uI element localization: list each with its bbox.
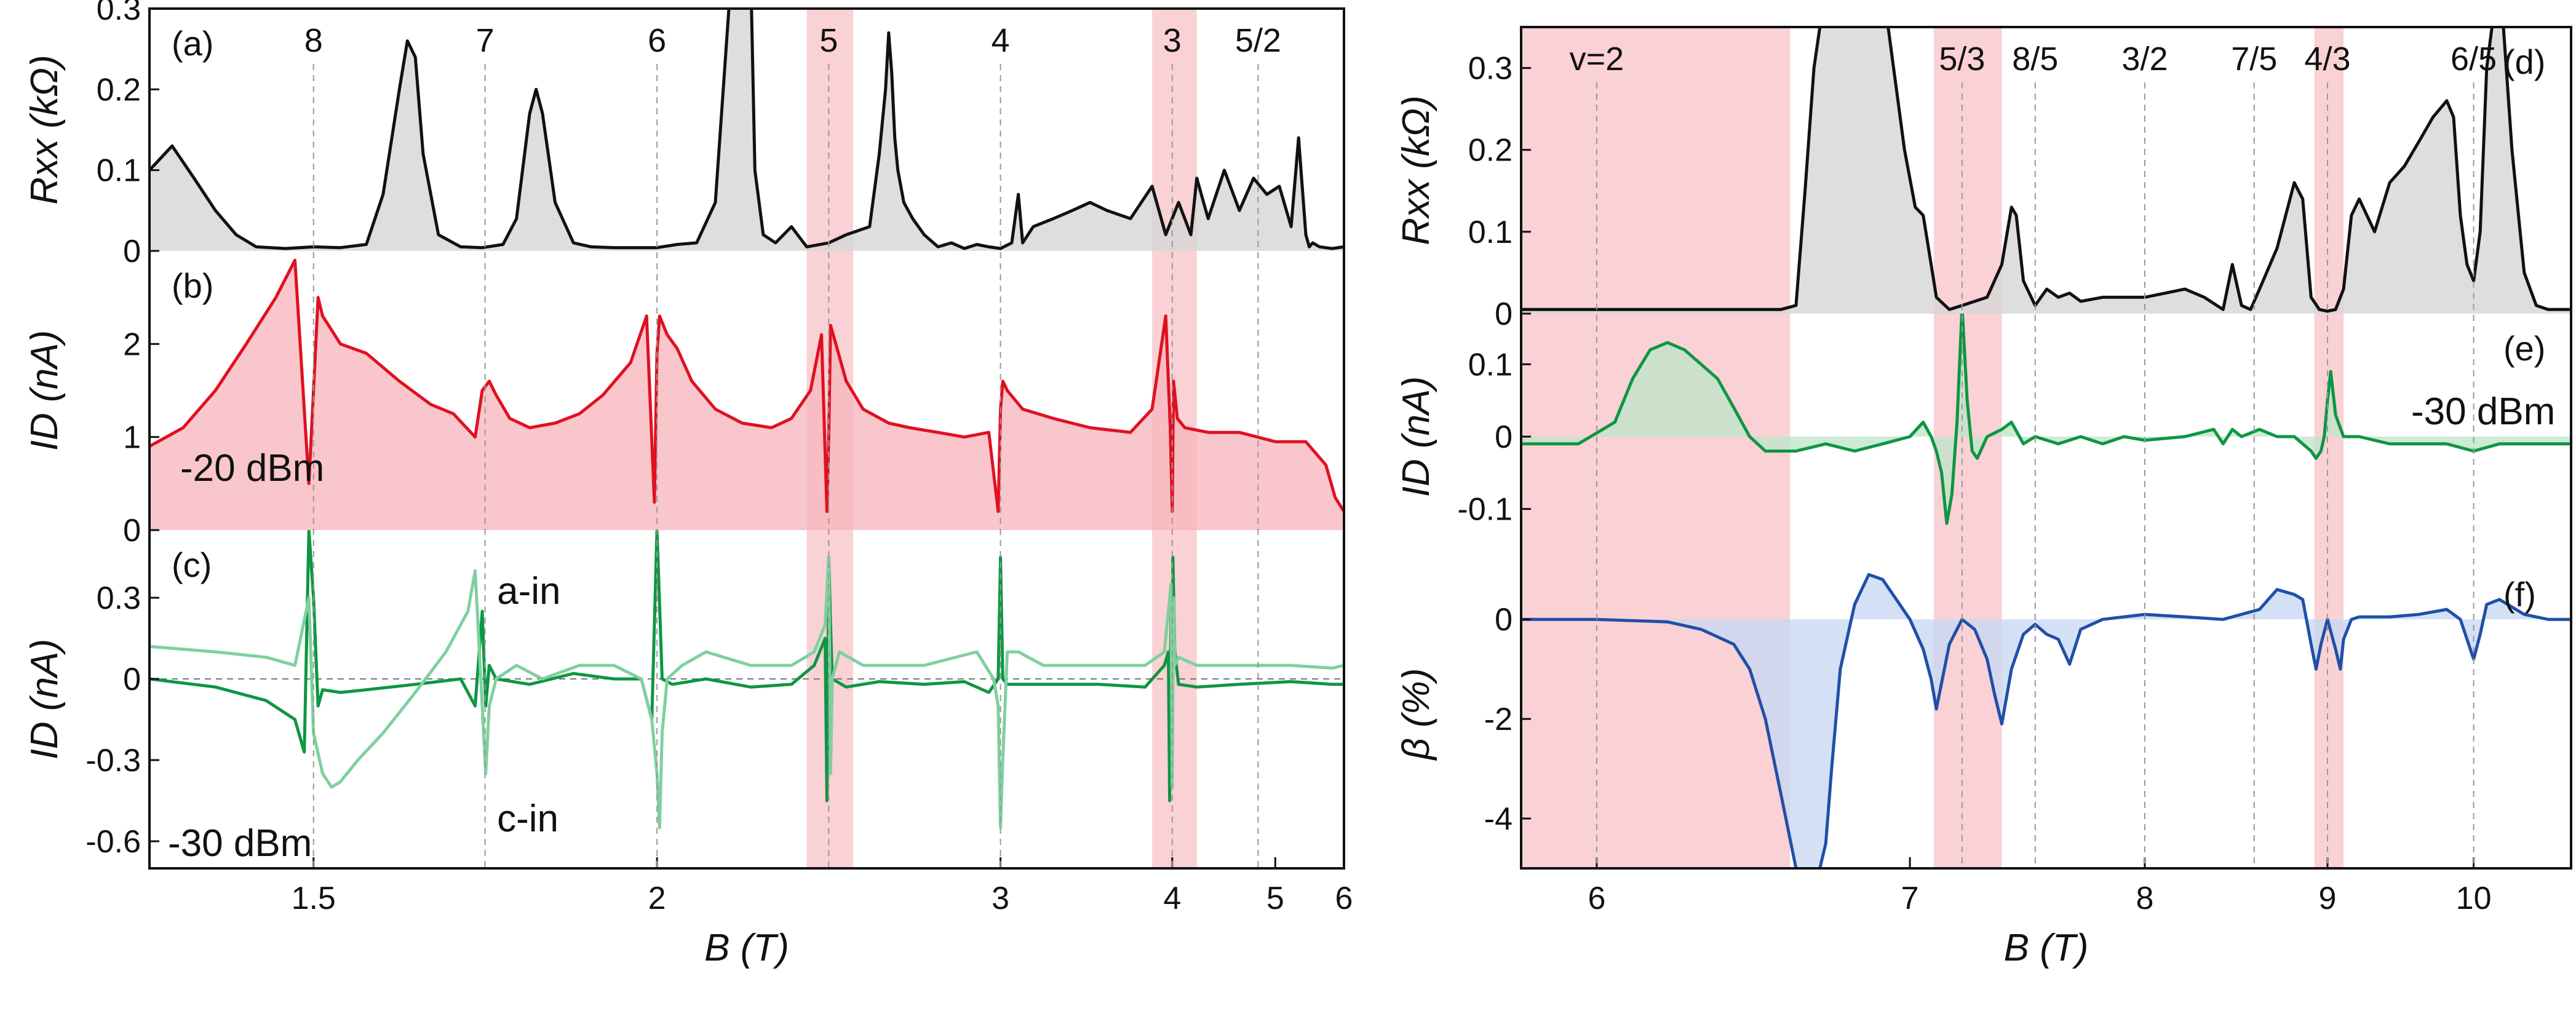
y-tick-label: 0: [123, 513, 141, 549]
axes-frame: [148, 7, 1345, 870]
y-tick-label: -2: [1484, 702, 1513, 737]
panel-label: (b): [172, 266, 213, 305]
filling-factor-label: 5/3: [1939, 41, 1985, 77]
y-tick-label: 0.3: [1468, 51, 1513, 87]
left-panel: 0 0.1 0.2 0.3 Rxx (kΩ) (a) 0 1 2 ID (nA) (b) -0.6 -0…: [23, 0, 1353, 969]
series-line-a-in: [149, 530, 1344, 803]
filling-factor-label: v=2: [1570, 41, 1624, 77]
y-tick-label: 0: [1495, 602, 1513, 638]
annotation: -30 dBm: [2411, 391, 2555, 433]
y-tick-label: 2: [123, 327, 141, 362]
panel-label: (d): [2503, 42, 2545, 81]
y-tick-label: 0.1: [1468, 347, 1513, 383]
y-tick-label: 0.3: [97, 581, 141, 616]
filling-factor-label: 7: [476, 22, 495, 59]
x-tick-label: 7: [1901, 881, 1919, 916]
y-axis-label: Rxx (kΩ): [23, 55, 66, 204]
x-tick-label: 6: [1588, 881, 1605, 916]
y-tick-label: 0.1: [97, 153, 141, 189]
y-tick-label: -0.6: [85, 824, 141, 860]
highlight-band: [1521, 27, 1791, 868]
y-tick-label: -4: [1484, 801, 1513, 837]
axes-frame: [1520, 26, 2572, 870]
y-axis-label: ID (nA): [23, 330, 66, 451]
series-fill: [1521, 574, 2571, 868]
x-tick-label: 9: [2319, 881, 2337, 916]
y-tick-label: -0.1: [1457, 492, 1513, 528]
y-axis-label: Rxx (kΩ): [1395, 95, 1437, 245]
x-tick-label: 3: [992, 881, 1009, 916]
x-tick-label: 1.5: [292, 881, 336, 916]
annotation: -20 dBm: [180, 447, 324, 490]
y-axis-label: β (%): [1395, 668, 1437, 761]
series-line--20-dBm: [149, 258, 1344, 513]
panel-label: (a): [172, 24, 213, 63]
filling-factor-label: 3/2: [2121, 41, 2168, 77]
y-tick-label: 0.1: [1468, 215, 1513, 250]
y-tick-label: 0.2: [1468, 133, 1513, 168]
series-line: [149, 9, 1344, 250]
y-tick-label: 0.3: [97, 0, 141, 27]
y-tick-label: 0: [1495, 296, 1513, 332]
series-fill: [1521, 27, 2571, 314]
x-axis-label: B (T): [704, 927, 789, 969]
annotation: a-in: [497, 570, 560, 613]
filling-factor-label: 5: [819, 22, 838, 59]
subplot-a: [149, 9, 1344, 251]
x-tick-label: 6: [1335, 881, 1353, 916]
filling-factor-label: 6: [648, 22, 666, 59]
series-line: [1521, 27, 2571, 313]
subplot-b: [149, 258, 1344, 530]
filling-factor-label: 5/2: [1235, 22, 1281, 59]
subplot-e: [1521, 314, 2571, 525]
filling-factor-label: 3: [1163, 22, 1182, 59]
series-fill: [149, 9, 1344, 251]
x-tick-label: 2: [648, 881, 666, 916]
y-tick-label: 0: [1495, 419, 1513, 455]
y-tick-label: 0: [123, 234, 141, 269]
annotation: c-in: [497, 798, 559, 840]
y-axis-label: ID (nA): [1395, 376, 1437, 497]
series-line: [1521, 573, 2571, 868]
series-fill: [149, 260, 1344, 530]
x-tick-label: 5: [1266, 881, 1284, 916]
y-tick-label: 1: [123, 420, 141, 456]
panel-label: (c): [172, 545, 212, 584]
series-line-c-in: [149, 555, 1344, 830]
filling-factor-label: 4: [992, 22, 1010, 59]
x-axis-label: B (T): [2004, 927, 2089, 969]
y-tick-label: 0: [123, 662, 141, 697]
y-axis-label: ID (nA): [23, 639, 66, 759]
x-tick-label: 4: [1163, 881, 1181, 916]
subplot-f: [1521, 573, 2571, 868]
filling-factor-label: 6/5: [2451, 41, 2497, 77]
panel-label: (e): [2503, 329, 2545, 368]
subplot-c: [149, 530, 1344, 830]
x-tick-label: 10: [2456, 881, 2492, 916]
y-tick-label: -0.3: [85, 743, 141, 779]
series-line--30-dBm: [1521, 314, 2571, 525]
right-panel: 0 0.1 0.2 0.3 Rxx (kΩ) (d) -0.1 0 0.1 ID (nA) (e) -…: [1395, 26, 2572, 969]
filling-factor-label: 7/5: [2231, 41, 2277, 77]
panel-label: (f): [2503, 575, 2536, 614]
x-tick-label: 8: [2136, 881, 2153, 916]
filling-factor-label: 4/3: [2304, 41, 2350, 77]
y-tick-label: 0.2: [97, 72, 141, 108]
series-fill: [1521, 314, 2571, 524]
filling-factor-label: 8: [304, 22, 323, 59]
annotation: -30 dBm: [168, 822, 312, 865]
filling-factor-label: 8/5: [2012, 41, 2058, 77]
subplot-d: [1521, 27, 2571, 314]
